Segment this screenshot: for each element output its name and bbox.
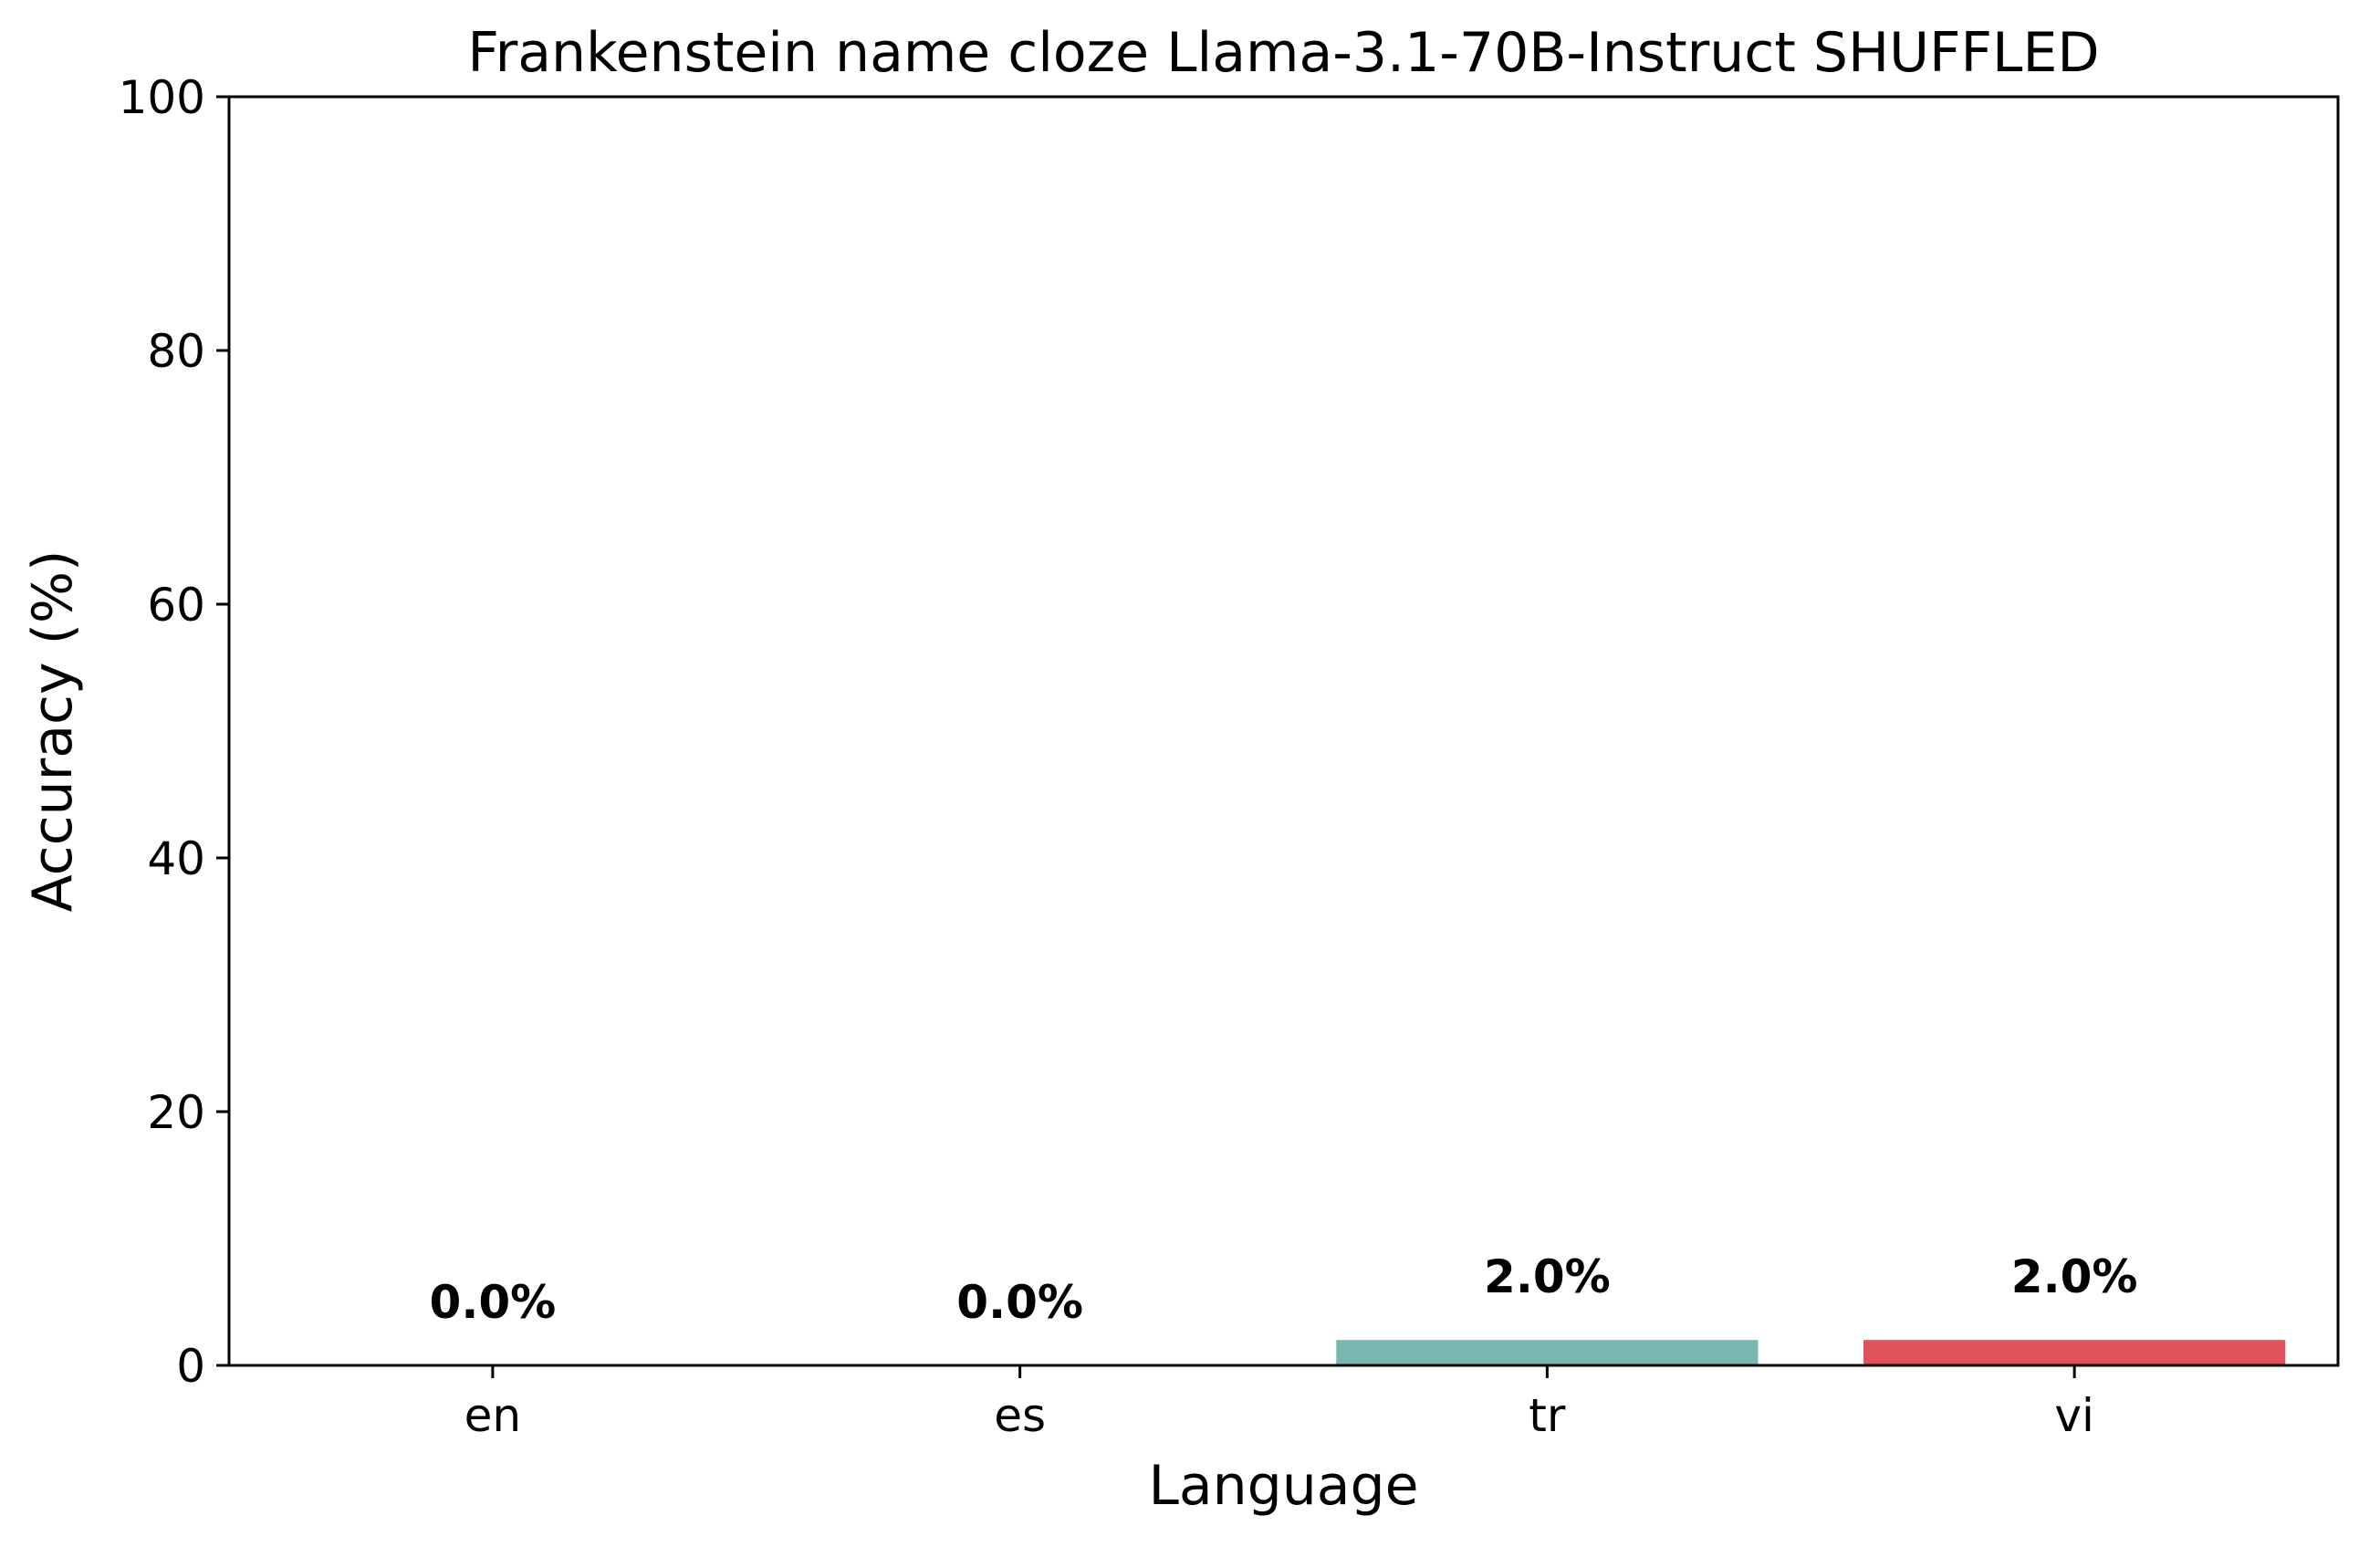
y-tick-label-40: 40 — [147, 832, 205, 885]
bar-tr — [1336, 1340, 1759, 1365]
plot-frame — [227, 95, 2340, 1367]
data-label-es: 0.0% — [956, 1276, 1083, 1329]
y-axis-label: Accuracy (%) — [21, 550, 85, 913]
bars-layer — [1336, 1340, 2286, 1365]
x-tick-label-en: en — [465, 1389, 521, 1442]
x-tick-label-tr: tr — [1529, 1389, 1566, 1442]
bar-vi — [1863, 1340, 2286, 1365]
x-axis-label: Language — [1148, 1454, 1418, 1518]
x-tick-label-es: es — [994, 1389, 1046, 1442]
y-tick-label-60: 60 — [147, 579, 205, 632]
y-tick-label-20: 20 — [147, 1086, 205, 1139]
chart-title: Frankenstein name cloze Llama-3.1-70B-In… — [467, 21, 2099, 85]
data-labels-layer: 0.0% 0.0% 2.0% 2.0% — [430, 1250, 2138, 1329]
y-tick-label-100: 100 — [119, 71, 205, 124]
y-tick-label-0: 0 — [176, 1340, 205, 1393]
ticks-layer: en es tr vi 0 20 40 60 80 100 — [119, 71, 2094, 1442]
y-tick-label-80: 80 — [147, 325, 205, 378]
x-tick-label-vi: vi — [2054, 1389, 2093, 1442]
data-label-tr: 2.0% — [1484, 1250, 1611, 1303]
data-label-vi: 2.0% — [2011, 1250, 2138, 1303]
data-label-en: 0.0% — [430, 1276, 557, 1329]
